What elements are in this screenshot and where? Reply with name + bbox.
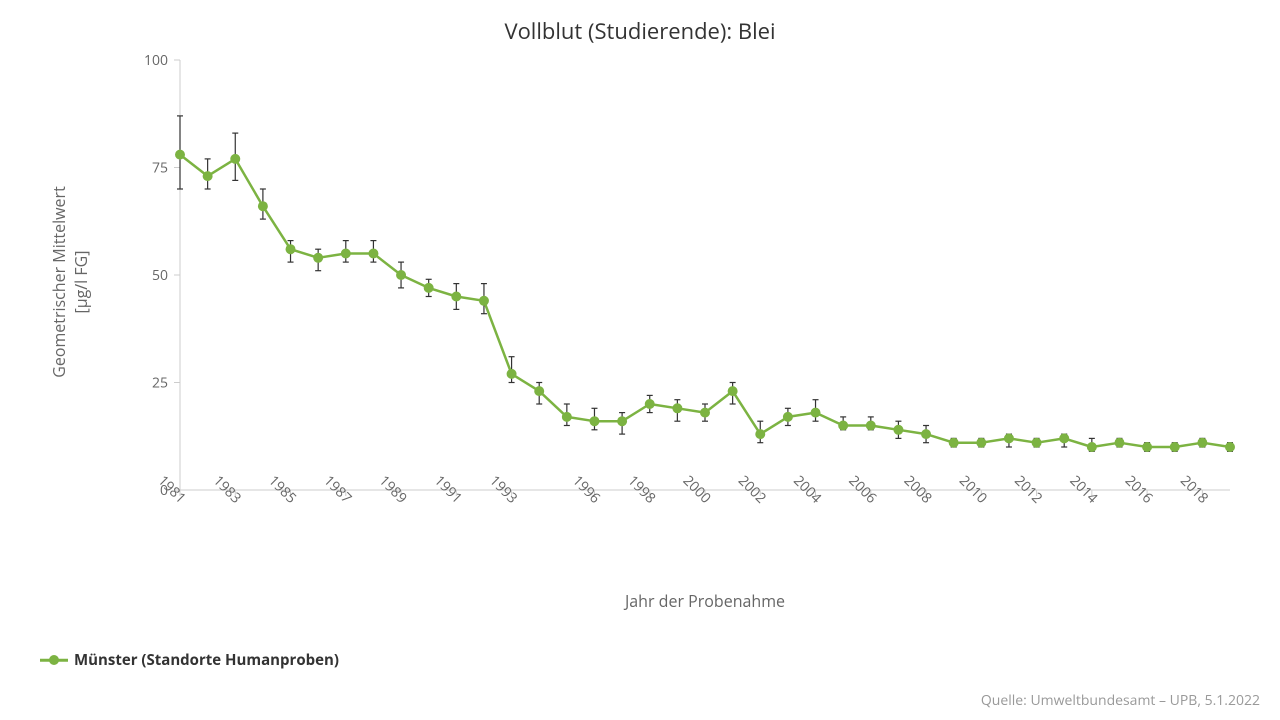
x-tick-label: 1996 xyxy=(568,471,604,507)
data-point xyxy=(535,387,544,396)
x-tick-label: 1983 xyxy=(209,471,245,507)
data-point xyxy=(203,172,212,181)
data-point xyxy=(1087,443,1096,452)
source-text: Quelle: Umweltbundesamt – UPB, 5.1.2022 xyxy=(981,691,1260,710)
data-point xyxy=(258,202,267,211)
data-point xyxy=(894,425,903,434)
data-point xyxy=(728,387,737,396)
data-point xyxy=(176,150,185,159)
data-point xyxy=(1115,438,1124,447)
x-tick-label: 1985 xyxy=(264,471,300,507)
y-tick-label: 25 xyxy=(152,374,168,393)
data-point xyxy=(645,400,654,409)
data-point xyxy=(1170,443,1179,452)
x-tick-label: 2014 xyxy=(1066,471,1102,507)
y-tick-label: 100 xyxy=(144,51,168,70)
x-tick-label: 1987 xyxy=(320,471,356,507)
data-point xyxy=(231,154,240,163)
data-point xyxy=(756,430,765,439)
data-point xyxy=(341,249,350,258)
data-point xyxy=(452,292,461,301)
data-point xyxy=(618,417,627,426)
data-point xyxy=(507,369,516,378)
y-tick-label: 50 xyxy=(152,266,168,285)
x-tick-label: 1989 xyxy=(375,471,411,507)
x-tick-label: 2012 xyxy=(1010,471,1046,507)
data-point xyxy=(479,296,488,305)
data-point xyxy=(397,271,406,280)
x-tick-label: 2002 xyxy=(734,471,770,507)
data-point xyxy=(590,417,599,426)
legend: Münster (Standorte Humanproben) xyxy=(40,650,339,670)
data-point xyxy=(314,253,323,262)
data-point xyxy=(977,438,986,447)
x-tick-label: 2018 xyxy=(1176,471,1212,507)
data-point xyxy=(1032,438,1041,447)
data-point xyxy=(701,408,710,417)
data-point xyxy=(424,283,433,292)
data-point xyxy=(783,412,792,421)
x-tick-label: 2000 xyxy=(679,471,715,507)
data-point xyxy=(839,421,848,430)
chart-container: Vollblut (Studierende): Blei Geometrisch… xyxy=(0,0,1280,720)
x-tick-label: 2004 xyxy=(789,471,825,507)
data-point xyxy=(673,404,682,413)
x-tick-label: 2008 xyxy=(900,471,936,507)
y-tick-label: 75 xyxy=(152,159,168,178)
legend-series-label: Münster (Standorte Humanproben) xyxy=(74,650,339,670)
x-tick-label: 2006 xyxy=(845,471,881,507)
data-point xyxy=(1143,443,1152,452)
legend-marker xyxy=(40,654,68,666)
data-point xyxy=(866,421,875,430)
data-point xyxy=(922,430,931,439)
x-tick-label: 1998 xyxy=(624,471,660,507)
data-point xyxy=(1226,443,1235,452)
data-point xyxy=(562,412,571,421)
series-line xyxy=(180,155,1230,447)
x-axis-label: Jahr der Probenahme xyxy=(180,590,1230,612)
data-point xyxy=(811,408,820,417)
data-point xyxy=(1198,438,1207,447)
data-point xyxy=(286,245,295,254)
x-tick-label: 1991 xyxy=(430,471,466,507)
data-point xyxy=(1060,434,1069,443)
x-tick-label: 2016 xyxy=(1121,471,1157,507)
x-tick-label: 1993 xyxy=(485,471,521,507)
data-point xyxy=(369,249,378,258)
data-point xyxy=(1004,434,1013,443)
plot-svg: 0255075100198119831985198719891991199319… xyxy=(0,0,1280,720)
x-tick-label: 2010 xyxy=(955,471,991,507)
x-tick-label: 1981 xyxy=(154,471,190,507)
data-point xyxy=(949,438,958,447)
